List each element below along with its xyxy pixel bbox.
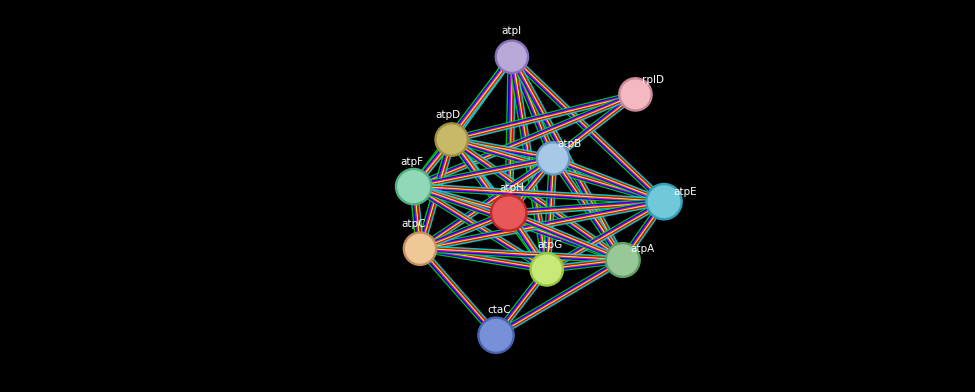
- Text: atpF: atpF: [400, 157, 423, 167]
- Ellipse shape: [435, 123, 468, 156]
- Text: ctaC: ctaC: [488, 305, 511, 315]
- Ellipse shape: [605, 243, 641, 278]
- Ellipse shape: [497, 42, 526, 71]
- Ellipse shape: [481, 319, 512, 351]
- Text: atpI: atpI: [502, 26, 522, 36]
- Ellipse shape: [398, 171, 429, 202]
- Text: atpD: atpD: [435, 110, 460, 120]
- Ellipse shape: [438, 125, 466, 154]
- Ellipse shape: [404, 232, 437, 265]
- Ellipse shape: [406, 234, 434, 263]
- Text: rplD: rplD: [643, 74, 664, 85]
- Ellipse shape: [490, 195, 526, 231]
- Ellipse shape: [645, 183, 682, 220]
- Text: atpG: atpG: [537, 240, 563, 250]
- Ellipse shape: [493, 197, 525, 229]
- Ellipse shape: [536, 142, 569, 175]
- Text: atpB: atpB: [558, 138, 582, 149]
- Text: atpH: atpH: [499, 183, 525, 193]
- Text: atpC: atpC: [402, 219, 426, 229]
- Ellipse shape: [530, 253, 564, 286]
- Text: atpE: atpE: [674, 187, 697, 197]
- Ellipse shape: [396, 169, 432, 205]
- Ellipse shape: [478, 317, 514, 354]
- Text: atpA: atpA: [630, 244, 654, 254]
- Ellipse shape: [495, 40, 528, 73]
- Ellipse shape: [619, 78, 652, 111]
- Ellipse shape: [532, 255, 561, 284]
- Ellipse shape: [539, 144, 567, 172]
- Ellipse shape: [621, 80, 649, 109]
- Ellipse shape: [607, 245, 638, 275]
- Ellipse shape: [648, 186, 680, 218]
